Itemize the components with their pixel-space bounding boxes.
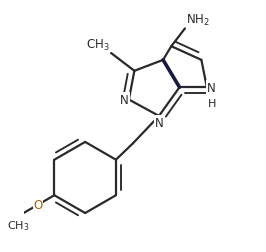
Text: NH$_2$: NH$_2$ — [186, 13, 210, 28]
Text: H: H — [208, 98, 217, 108]
Text: CH$_3$: CH$_3$ — [86, 37, 110, 52]
Text: N: N — [207, 81, 215, 94]
Text: O: O — [33, 199, 42, 211]
Text: N: N — [155, 116, 163, 130]
Text: CH$_3$: CH$_3$ — [7, 218, 30, 232]
Text: N: N — [120, 94, 129, 107]
